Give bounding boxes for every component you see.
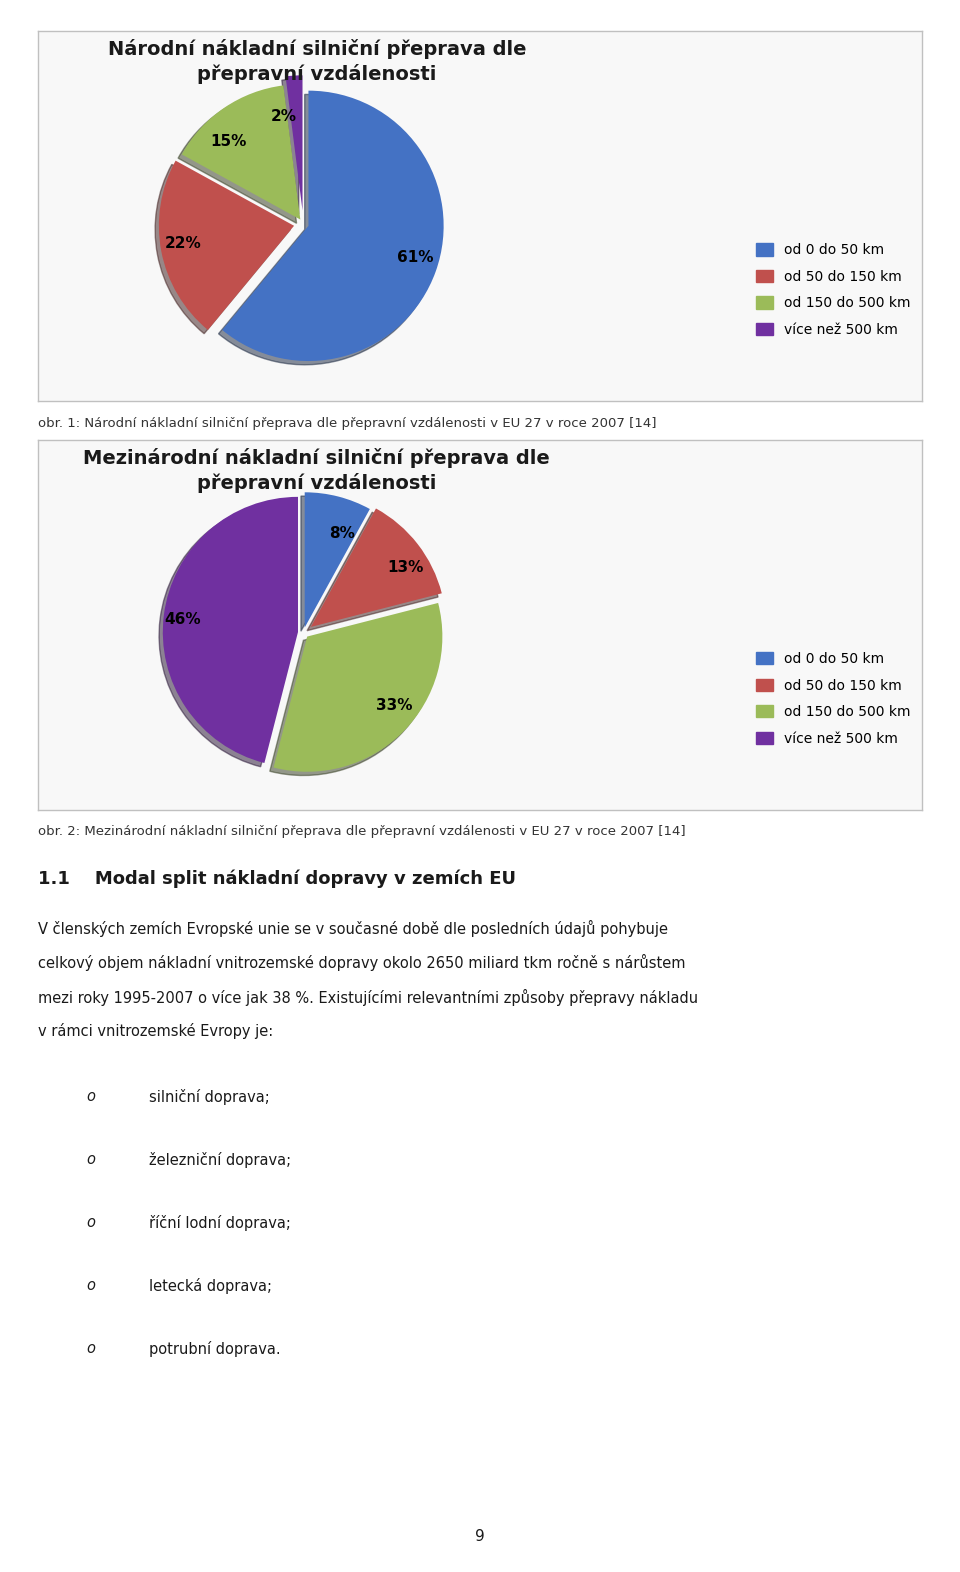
Text: 33%: 33% [376, 698, 413, 712]
Wedge shape [158, 160, 294, 330]
Text: V členských zemích Evropské unie se v současné době dle posledních údajů pohybuj: V členských zemích Evropské unie se v so… [38, 920, 668, 937]
Wedge shape [304, 492, 370, 627]
Text: 1.1    Modal split nákladní dopravy v zemích EU: 1.1 Modal split nákladní dopravy v zemíc… [38, 869, 516, 888]
Text: o: o [86, 1089, 95, 1105]
Wedge shape [163, 497, 298, 762]
Text: říční lodní doprava;: říční lodní doprava; [149, 1215, 291, 1231]
Text: celkový objem nákladní vnitrozemské dopravy okolo 2650 miliard tkm ročně s nárůs: celkový objem nákladní vnitrozemské dopr… [38, 954, 685, 971]
Text: 2%: 2% [271, 108, 297, 124]
Wedge shape [311, 508, 442, 627]
Text: Mezinárodní nákladní silniční přeprava dle
přepravní vzdálenosti: Mezinárodní nákladní silniční přeprava d… [84, 448, 550, 492]
Legend: od 0 do 50 km, od 50 do 150 km, od 150 do 500 km, více než 500 km: od 0 do 50 km, od 50 do 150 km, od 150 d… [752, 648, 915, 750]
Text: železniční doprava;: železniční doprava; [149, 1152, 291, 1168]
Text: v rámci vnitrozemské Evropy je:: v rámci vnitrozemské Evropy je: [38, 1023, 274, 1039]
Text: silniční doprava;: silniční doprava; [149, 1089, 270, 1105]
Text: o: o [86, 1152, 95, 1168]
Text: o: o [86, 1215, 95, 1231]
Text: Národní nákladní silniční přeprava dle
přepravní vzdálenosti: Národní nákladní silniční přeprava dle p… [108, 39, 526, 83]
Text: 15%: 15% [211, 134, 247, 149]
Text: 22%: 22% [164, 236, 201, 252]
Text: potrubní doprava.: potrubní doprava. [149, 1341, 280, 1357]
Wedge shape [181, 85, 300, 220]
Text: mezi roky 1995-2007 o více jak 38 %. Existujícími relevantními způsoby přepravy : mezi roky 1995-2007 o více jak 38 %. Exi… [38, 989, 699, 1006]
Text: 8%: 8% [329, 525, 355, 541]
Text: 13%: 13% [388, 560, 424, 575]
Legend: od 0 do 50 km, od 50 do 150 km, od 150 do 500 km, více než 500 km: od 0 do 50 km, od 50 do 150 km, od 150 d… [752, 239, 915, 341]
Wedge shape [274, 604, 443, 772]
Text: 9: 9 [475, 1528, 485, 1544]
Text: o: o [86, 1341, 95, 1357]
Text: obr. 1: Národní nákladní silniční přeprava dle přepravní vzdálenosti v EU 27 v r: obr. 1: Národní nákladní silniční přepra… [38, 417, 657, 429]
Text: obr. 2: Mezinárodní nákladní silniční přeprava dle přepravní vzdálenosti v EU 27: obr. 2: Mezinárodní nákladní silniční př… [38, 825, 686, 838]
Wedge shape [285, 75, 302, 211]
Text: letecká doprava;: letecká doprava; [149, 1278, 272, 1294]
Text: o: o [86, 1278, 95, 1294]
Text: 46%: 46% [165, 613, 202, 627]
Text: 61%: 61% [397, 250, 434, 266]
Wedge shape [223, 91, 444, 362]
